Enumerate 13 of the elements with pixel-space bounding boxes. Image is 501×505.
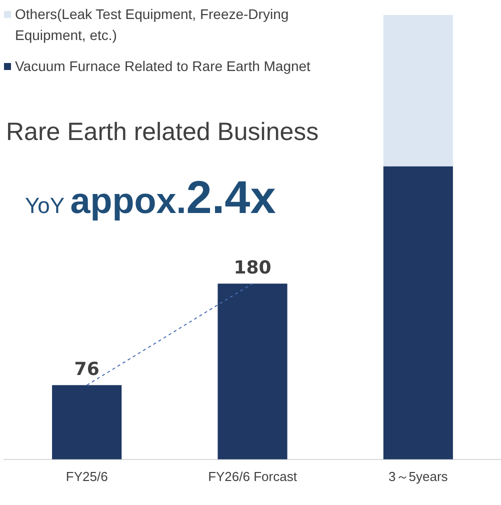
text: Rare Earth related Business [6,118,319,147]
legend-label: Vacuum Furnace Related to Rare Earth Magnet [15,57,310,76]
bar [383,15,453,166]
x-tick-label: 3～5years [388,468,448,484]
bar [383,166,453,460]
bar [218,284,288,460]
legend-label: Others(Leak Test Equipment, Freeze-Drying Equipment, etc.) [15,5,290,45]
data-label: 76 [74,358,100,380]
x-tick-label: FY26/6 Forcast [208,468,298,484]
x-tick-label: FY25/6 [66,468,108,484]
annotation: YoY appox.2.4x [25,171,276,223]
data-label: 180 [234,257,272,278]
bar [52,385,122,460]
